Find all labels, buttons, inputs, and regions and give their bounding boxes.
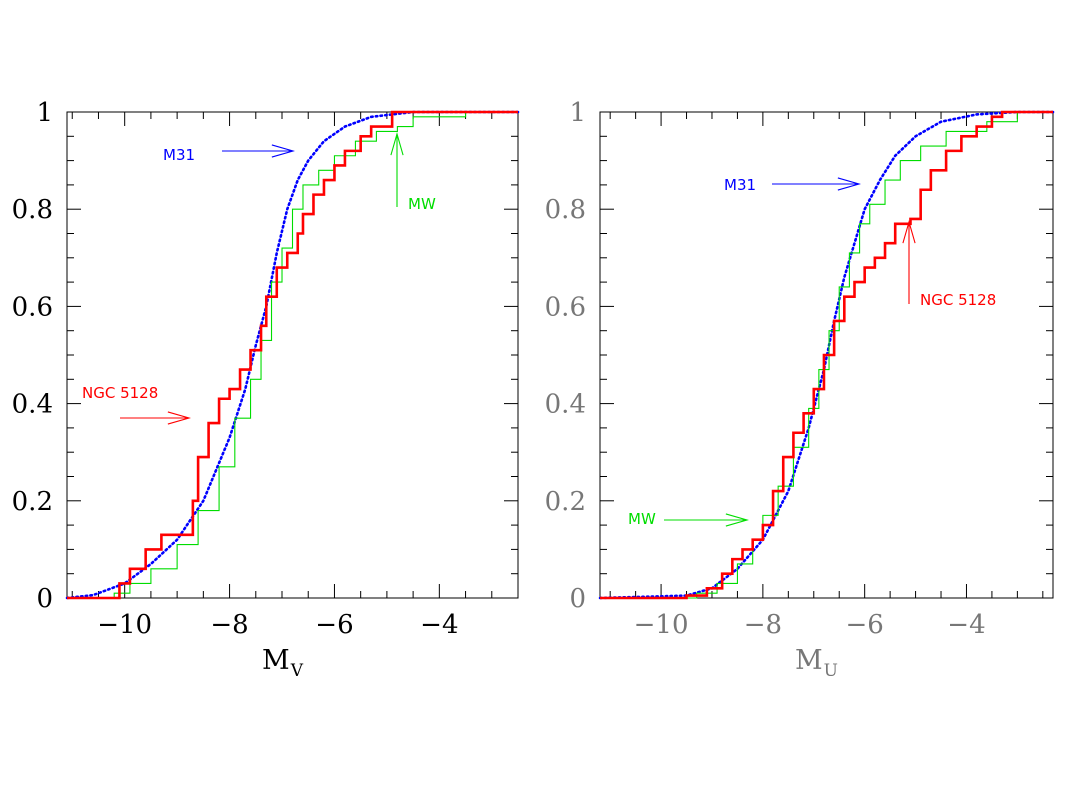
- annotation-m31-label: M31: [163, 146, 195, 164]
- y-tick-label: 0: [36, 584, 53, 614]
- left-panel-cdf-mv: −10 −8 −6 −4 0 0.2 0.4 0.6 0.8 1 MV M31 MW NGC 5128: [12, 98, 520, 681]
- x-tick-label: −10: [634, 610, 689, 640]
- x-tick-label: −10: [97, 610, 152, 640]
- x-axis-title-subscript: U: [824, 661, 838, 681]
- y-tick-label: 0.8: [12, 195, 53, 225]
- annotation-ngc-5128-arrowhead: [902, 220, 916, 244]
- annotation-mw-arrowhead: [725, 513, 749, 527]
- y-tick-label: 0.4: [545, 390, 586, 420]
- annotation-m31-label: M31: [724, 176, 756, 194]
- x-tick-label: −6: [846, 610, 884, 640]
- x-axis-title-subscript: V: [290, 661, 304, 681]
- plot-frame: [66, 111, 519, 599]
- x-axis-title: MV: [262, 645, 304, 681]
- annotation-m31-arrowhead: [837, 177, 861, 191]
- series-ngc-5128-line: [67, 110, 518, 600]
- x-axis-title-main: M: [262, 645, 290, 676]
- x-axis-title: MU: [795, 645, 838, 681]
- x-tick-label: −6: [315, 610, 353, 640]
- annotation-ngc-5128-arrowhead: [167, 411, 191, 425]
- x-axis-title-main: M: [795, 645, 823, 676]
- y-tick-label: 0.6: [12, 292, 53, 322]
- x-tick-label: −4: [420, 610, 458, 640]
- x-tick-label: −8: [744, 610, 782, 640]
- y-tick-label: 0.6: [545, 292, 586, 322]
- x-tick-label: −4: [947, 610, 985, 640]
- y-tick-label: 0.4: [12, 390, 53, 420]
- y-tick-label: 1: [36, 98, 53, 128]
- series-m31-line: [65, 110, 520, 600]
- y-tick-label: 1: [569, 98, 586, 128]
- annotation-ngc-5128-label: NGC 5128: [920, 291, 996, 309]
- annotation-mw-label: MW: [628, 510, 656, 528]
- annotation-m31-arrowhead: [271, 144, 295, 158]
- series-mw-line: [67, 111, 518, 599]
- y-tick-label: 0.2: [545, 487, 586, 517]
- y-tick-label: 0: [569, 584, 586, 614]
- annotation-mw-arrowhead: [390, 132, 404, 156]
- annotation-ngc-5128-label: NGC 5128: [82, 384, 158, 402]
- annotation-mw-label: MW: [408, 195, 436, 213]
- y-tick-label: 0.2: [12, 487, 53, 517]
- right-panel-cdf-mu: −10 −8 −6 −4 0 0.2 0.4 0.6 0.8 1 MU M31 MW NGC 5128: [545, 98, 1055, 681]
- series-ngc-5128-line: [600, 110, 1053, 600]
- x-tick-label: −8: [210, 610, 248, 640]
- y-tick-label: 0.8: [545, 195, 586, 225]
